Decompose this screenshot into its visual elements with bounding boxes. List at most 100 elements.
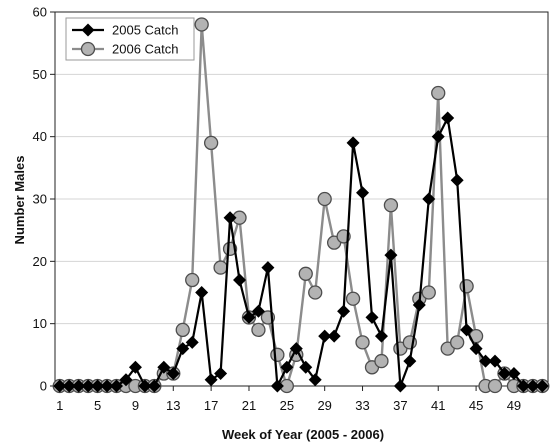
- data-point: [242, 310, 256, 324]
- data-point: [479, 354, 493, 368]
- y-tick-label: 30: [33, 192, 47, 207]
- data-point: [497, 367, 511, 381]
- data-point: [356, 186, 370, 200]
- data-point: [450, 335, 465, 350]
- data-point: [327, 329, 341, 343]
- series-layer: [52, 17, 550, 394]
- data-point: [185, 272, 200, 288]
- gridlines: [55, 73, 548, 325]
- data-point: [213, 260, 228, 275]
- data-point: [53, 379, 67, 393]
- data-point: [100, 379, 114, 393]
- data-point: [223, 211, 237, 225]
- legend-label: 2006 Catch: [112, 42, 179, 57]
- data-point: [469, 342, 483, 356]
- data-point: [138, 379, 152, 393]
- data-point: [214, 367, 228, 381]
- data-point: [383, 198, 399, 213]
- data-point: [460, 323, 474, 337]
- legend-label: 2005 Catch: [112, 23, 179, 38]
- data-point: [346, 136, 360, 150]
- x-tick-label: 49: [507, 398, 521, 413]
- y-tick-label: 0: [40, 379, 47, 394]
- data-point: [421, 285, 436, 300]
- data-point: [194, 17, 209, 32]
- y-tick-label: 20: [33, 254, 47, 269]
- data-point: [176, 342, 190, 356]
- data-point: [233, 273, 247, 287]
- x-tick-label: 37: [393, 398, 407, 413]
- data-point: [403, 354, 417, 368]
- data-point: [251, 322, 266, 338]
- data-point: [185, 335, 199, 349]
- legend-marker: [80, 41, 96, 57]
- data-point: [270, 347, 285, 362]
- x-tick-label: 1: [56, 398, 63, 413]
- legend-marker: [81, 23, 95, 37]
- data-point: [459, 279, 474, 294]
- data-point: [157, 360, 171, 374]
- data-point: [195, 286, 209, 299]
- data-point: [450, 173, 464, 187]
- data-point: [203, 135, 219, 151]
- legend: 2005 Catch 2006 Catch: [65, 17, 195, 61]
- data-point: [119, 373, 133, 387]
- data-point: [72, 379, 86, 393]
- data-point: [175, 322, 190, 338]
- x-tick-label: 21: [242, 398, 256, 413]
- x-axis-title: Week of Year (2005 - 2006): [222, 427, 384, 442]
- y-tick-label: 40: [33, 129, 47, 144]
- data-point: [337, 304, 351, 318]
- legend-item-2006-catch: 2006 Catch: [72, 42, 179, 57]
- x-tick-label: 41: [431, 398, 445, 413]
- data-point: [261, 261, 275, 275]
- data-point: [412, 298, 426, 312]
- data-point: [384, 248, 398, 262]
- data-point: [204, 373, 218, 387]
- data-point: [345, 291, 361, 306]
- x-tick-label: 45: [469, 398, 483, 413]
- data-point: [487, 378, 503, 394]
- data-point: [289, 342, 303, 356]
- x-tick-label: 13: [166, 398, 180, 413]
- data-point: [393, 379, 407, 393]
- data-point: [516, 379, 530, 393]
- data-point: [147, 379, 161, 393]
- y-tick-label: 10: [33, 316, 47, 331]
- series-line: [59, 116, 543, 388]
- x-tick-label: 25: [280, 398, 294, 413]
- data-point: [298, 266, 313, 281]
- data-point: [280, 360, 294, 374]
- data-point: [431, 130, 445, 144]
- x-tick-label: 17: [204, 398, 218, 413]
- x-tick-label: 29: [317, 398, 331, 413]
- data-point: [365, 310, 379, 324]
- data-point: [374, 329, 388, 343]
- data-point: [91, 379, 105, 393]
- data-point: [507, 367, 521, 381]
- data-point: [374, 353, 389, 369]
- data-point: [535, 379, 549, 393]
- data-point: [422, 192, 436, 206]
- y-axis-title: Number Males: [12, 156, 27, 245]
- x-tick-label: 33: [355, 398, 369, 413]
- data-point: [526, 379, 540, 393]
- data-point: [128, 360, 142, 374]
- data-point: [270, 379, 284, 393]
- data-point: [308, 373, 322, 387]
- y-tick-label: 60: [33, 5, 47, 20]
- data-point: [318, 329, 332, 343]
- data-point: [431, 85, 446, 101]
- data-point: [251, 304, 265, 318]
- y-tick-label: 50: [33, 67, 47, 82]
- data-point: [81, 379, 95, 393]
- series-2005-catch: [53, 111, 549, 393]
- x-tick-label: 5: [94, 398, 101, 413]
- data-point: [317, 191, 332, 207]
- x-axis: 1 5 9 13 17 21 25 29 33 37 41 45 49: [56, 386, 521, 413]
- data-point: [441, 111, 455, 125]
- x-tick-label: 9: [132, 398, 139, 413]
- data-point: [62, 379, 76, 393]
- data-point: [488, 354, 502, 368]
